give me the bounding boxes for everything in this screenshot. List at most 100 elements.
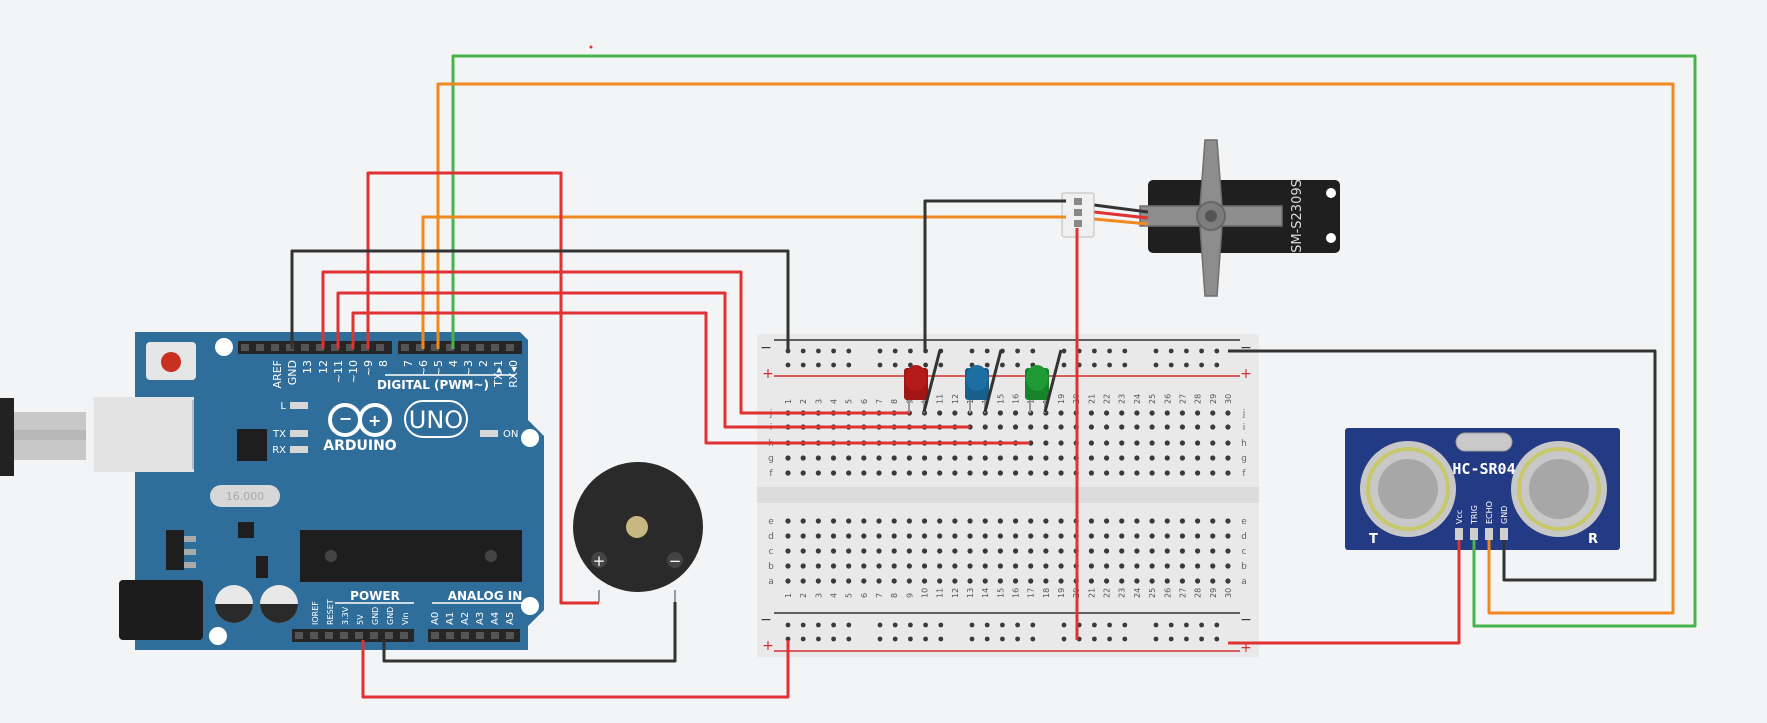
column-label: 3 [814,399,823,404]
breadboard-minus-top-left: − [760,340,772,356]
arduino-brand: ARDUINO [323,438,397,454]
power-pin-label: GND [386,607,395,625]
wire-red-led-red[interactable] [321,270,909,415]
breadboard[interactable]: − − + + − − + + 112233445566778899101011… [757,334,1259,657]
wire-black-servo[interactable] [923,199,1066,350]
led-green[interactable] [1025,349,1063,413]
sensor-pin[interactable] [1470,528,1478,540]
column-label: 4 [830,399,839,404]
ultrasonic-sensor[interactable]: HC-SR04 T R Vcc TRIG ECHO GND [1345,428,1620,550]
pin-label: AREF [271,360,284,388]
row-label: a [768,577,774,587]
column-label: 12 [951,588,960,598]
column-label: 18 [1042,588,1051,598]
column-label: 11 [936,394,945,404]
column-label: 7 [875,593,884,598]
arduino-uno-board[interactable]: 16.000 − + ARDUINO UNO DIGITAL (PWM~) ON… [94,332,544,650]
servo-model-label: SM-S2309S [1290,179,1305,253]
piezo-buzzer[interactable]: + − [573,462,703,602]
pin-label: GND [286,360,299,385]
column-label: 6 [860,593,869,598]
breadboard-minus-bottom-left: − [760,612,772,628]
column-label: 28 [1194,394,1203,404]
column-label: 22 [1103,588,1112,598]
column-label: 23 [1118,588,1127,598]
wire-black-buzzer-gnd[interactable] [382,602,677,663]
column-label: 2 [799,399,808,404]
pin-label: 13 [301,360,314,374]
column-label: 25 [1148,588,1157,598]
pin-label: 4 [447,360,460,367]
sensor-pin[interactable] [1485,528,1493,540]
column-label: 29 [1209,394,1218,404]
column-label: 1 [784,399,793,404]
usb-port [94,397,194,472]
led-red[interactable] [904,349,942,413]
column-label: 5 [845,399,854,404]
wire-red-led-green[interactable] [351,311,1030,445]
row-label: b [1241,562,1247,572]
servo-motor[interactable]: SM-S2309S [1061,139,1340,297]
wire-red-buzzer[interactable] [366,171,599,605]
row-label: c [769,547,774,557]
power-jack [119,580,203,640]
column-label: 29 [1209,588,1218,598]
usb-cable[interactable] [0,398,86,476]
wire-red-sensor-vcc[interactable] [1228,540,1461,645]
pin-label: ~6 [417,360,430,376]
wires[interactable] [290,54,1697,699]
pin-label: RX◂0 [507,360,520,388]
column-label: 19 [1057,588,1066,598]
column-label: 26 [1163,394,1172,404]
sensor-pin[interactable] [1500,528,1508,540]
breadboard-minus-bottom-right: − [1240,612,1252,628]
row-label: d [768,532,774,542]
pin-label: ~9 [362,360,375,376]
stray-dot [589,45,593,49]
column-label: 9 [905,593,914,598]
wire-red-5v[interactable] [361,640,790,699]
led-blue[interactable] [965,349,1003,413]
wire-black-sensor-gnd[interactable] [1228,349,1657,582]
column-label: 15 [996,394,1005,404]
wire-orange-echo[interactable] [436,82,1675,615]
arduino-logo [328,403,392,437]
wire-red-led-blue[interactable] [336,291,970,429]
column-label: 16 [1012,394,1021,404]
buzzer-plus-label: + [593,552,606,570]
row-label: f [769,469,773,479]
svg-text:−: − [339,409,352,428]
sensor-pin-label: TRIG [1470,505,1479,525]
column-label: 27 [1178,588,1187,598]
column-label: 30 [1224,394,1233,404]
sensor-pin-label: ECHO [1485,501,1494,524]
column-label: 17 [1027,588,1036,598]
column-label: 24 [1133,588,1142,598]
column-label: 1 [784,593,793,598]
crystal [210,485,280,507]
column-label: 6 [860,399,869,404]
column-label: 21 [1087,394,1096,404]
sensor-model-label: HC-SR04 [1452,460,1515,478]
column-label: 11 [936,588,945,598]
row-label: i [1243,423,1246,433]
crystal-label: 16.000 [226,490,265,503]
row-label: f [1242,469,1246,479]
sensor-pin[interactable] [1455,528,1463,540]
column-label: 27 [1178,394,1187,404]
wire-orange-servo[interactable] [421,215,1066,349]
wire-green-trig[interactable] [451,54,1697,628]
sensor-r-label: R [1588,532,1598,547]
sensor-t-label: T [1369,532,1378,547]
power-pin-label: RESET [326,599,335,625]
column-label: 3 [814,593,823,598]
wire-black-gnd[interactable] [290,249,790,350]
column-label: 8 [890,399,899,404]
pin-label: ~11 [332,360,345,383]
column-label: 2 [799,593,808,598]
arduino-model: UNO [409,406,463,434]
digital-header-label: DIGITAL (PWM~) [377,378,489,392]
breadboard-plus-top-right: + [1240,366,1252,382]
column-label: 21 [1087,588,1096,598]
